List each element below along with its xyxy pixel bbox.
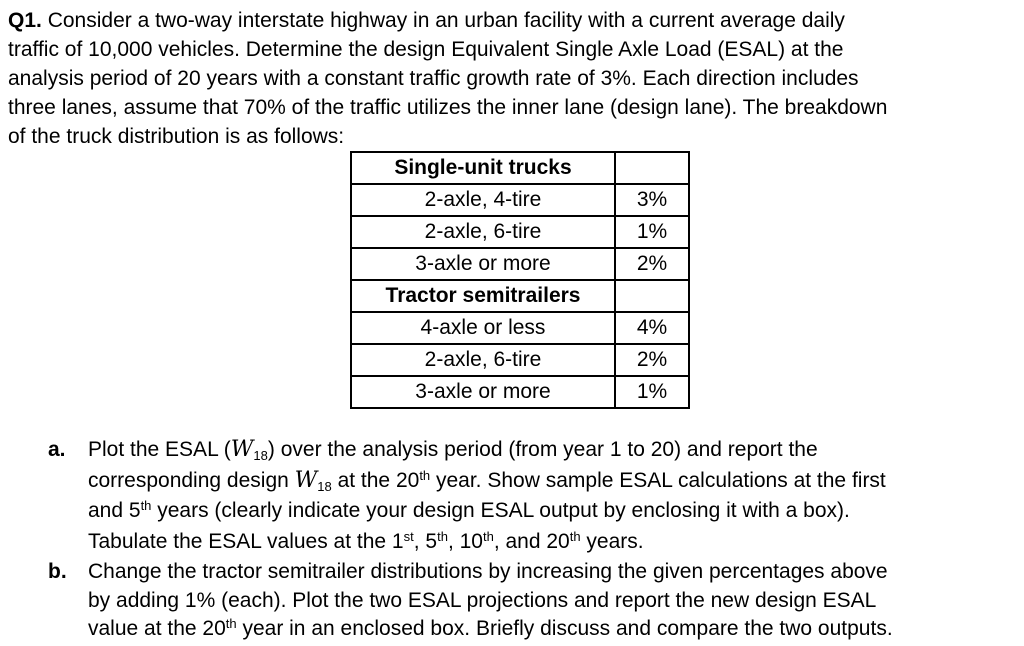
text-segment: value at the 20 xyxy=(88,617,226,640)
text-segment: Q1. xyxy=(8,9,42,32)
text-line: Q1. Consider a two-way interstate highwa… xyxy=(8,6,1018,35)
text-segment: at the 20 xyxy=(331,468,420,492)
text-line: Plot the ESAL (W18) over the analysis pe… xyxy=(88,436,1020,467)
text-line: three lanes, assume that 70% of the traf… xyxy=(8,93,1018,122)
text-line: by adding 1% (each). Plot the two ESAL p… xyxy=(88,587,1020,616)
percentage-cell: 1% xyxy=(614,215,690,249)
subquestion-list: a. Plot the ESAL (W18) over the analysis … xyxy=(0,436,1020,646)
math-variable: W xyxy=(294,467,318,493)
text-segment: Tabulate the ESAL values at the 1 xyxy=(88,529,404,553)
text-segment: analysis period of 20 years with a const… xyxy=(8,67,859,90)
text-segment: th xyxy=(419,467,431,483)
text-segment: ) over the analysis period (from year 1 … xyxy=(267,438,818,461)
text-segment: corresponding design xyxy=(88,468,295,492)
text-line: Change the tractor semitrailer distribut… xyxy=(88,558,1020,587)
text-segment: th xyxy=(569,528,581,544)
truck-type-cell: 2-axle, 6-tire xyxy=(350,215,616,249)
table-section-header-value-cell xyxy=(614,279,690,313)
text-segment: , 10 xyxy=(447,529,483,553)
percentage-cell: 4% xyxy=(614,311,690,345)
text-segment: th xyxy=(140,498,152,513)
text-segment: st xyxy=(403,528,414,544)
text-segment: th xyxy=(437,528,448,544)
text-segment: of the truck distribution is as follows: xyxy=(8,125,345,148)
table-section-header-row: Single-unit trucks xyxy=(350,151,690,185)
text-segment: years (clearly indicate your design ESAL… xyxy=(151,499,850,522)
text-segment: year. Show sample ESAL calculations at t… xyxy=(430,468,886,492)
truck-type-cell: 4-axle or less xyxy=(350,311,616,345)
text-segment: , 5 xyxy=(413,529,438,553)
text-segment: three lanes, assume that 70% of the traf… xyxy=(8,96,888,119)
table-row: 2-axle, 6-tire 2% xyxy=(350,343,690,377)
subquestion-label: a. xyxy=(48,438,66,461)
truck-distribution-table-body: Single-unit trucks 2-axle, 4-tire 3% 2-axle… xyxy=(350,151,690,409)
math-variable: W xyxy=(230,437,254,462)
subquestion-item-b: b. Change the tractor semitrailer distrib… xyxy=(0,558,1020,646)
truck-type-cell: 2-axle, 6-tire xyxy=(350,343,616,377)
text-segment: 18 xyxy=(253,448,268,463)
percentage-cell: 3% xyxy=(614,183,690,217)
text-segment: , and 20 xyxy=(493,529,570,553)
text-segment: Consider a two-way interstate highway in… xyxy=(41,9,845,32)
subquestion-item-a: a. Plot the ESAL (W18) over the analysis … xyxy=(0,436,1020,558)
text-line: analysis period of 20 years with a const… xyxy=(8,64,1018,93)
table-section-header-value-cell xyxy=(614,151,690,185)
text-line: corresponding design W18 at the 20th yea… xyxy=(88,467,1020,498)
text-line: and 5th years (clearly indicate your des… xyxy=(88,497,1020,528)
table-section-header-cell: Single-unit trucks xyxy=(350,151,616,185)
text-segment: by adding 1% (each). Plot the two ESAL p… xyxy=(88,588,877,612)
text-segment: Plot the ESAL ( xyxy=(88,438,231,461)
truck-distribution-table: Single-unit trucks 2-axle, 4-tire 3% 2-axle… xyxy=(350,151,690,409)
text-segment: th xyxy=(225,616,237,631)
percentage-cell: 1% xyxy=(614,375,690,409)
table-row: 3-axle or more 1% xyxy=(350,375,690,409)
table-row: 3-axle or more 2% xyxy=(350,247,690,281)
truck-type-cell: 3-axle or more xyxy=(350,247,616,281)
text-line: Tabulate the ESAL values at the 1st, 5th… xyxy=(88,528,1020,559)
text-line: value at the 20th year in an enclosed bo… xyxy=(88,615,1020,646)
table-section-header-row: Tractor semitrailers xyxy=(350,279,690,313)
percentage-cell: 2% xyxy=(614,343,690,377)
table-row: 4-axle or less 4% xyxy=(350,311,690,345)
text-segment: year in an enclosed box. Briefly discuss… xyxy=(236,617,893,640)
percentage-cell: 2% xyxy=(614,247,690,281)
table-section-header-cell: Tractor semitrailers xyxy=(350,279,616,313)
table-row: 2-axle, 4-tire 3% xyxy=(350,183,690,217)
text-segment: years. xyxy=(580,529,644,553)
subquestion-label: b. xyxy=(48,560,67,583)
text-segment: th xyxy=(482,528,494,544)
text-line: of the truck distribution is as follows: xyxy=(8,122,1018,151)
text-segment: Change the tractor semitrailer distribut… xyxy=(88,560,888,583)
text-line: traffic of 10,000 vehicles. Determine th… xyxy=(8,35,1018,64)
truck-type-cell: 2-axle, 4-tire xyxy=(350,183,616,217)
text-segment: and 5 xyxy=(88,499,141,522)
text-segment: 18 xyxy=(317,478,332,494)
text-segment: traffic of 10,000 vehicles. Determine th… xyxy=(8,38,844,61)
question-paragraph: Q1. Consider a two-way interstate highwa… xyxy=(8,6,1018,151)
truck-type-cell: 3-axle or more xyxy=(350,375,616,409)
table-row: 2-axle, 6-tire 1% xyxy=(350,215,690,249)
